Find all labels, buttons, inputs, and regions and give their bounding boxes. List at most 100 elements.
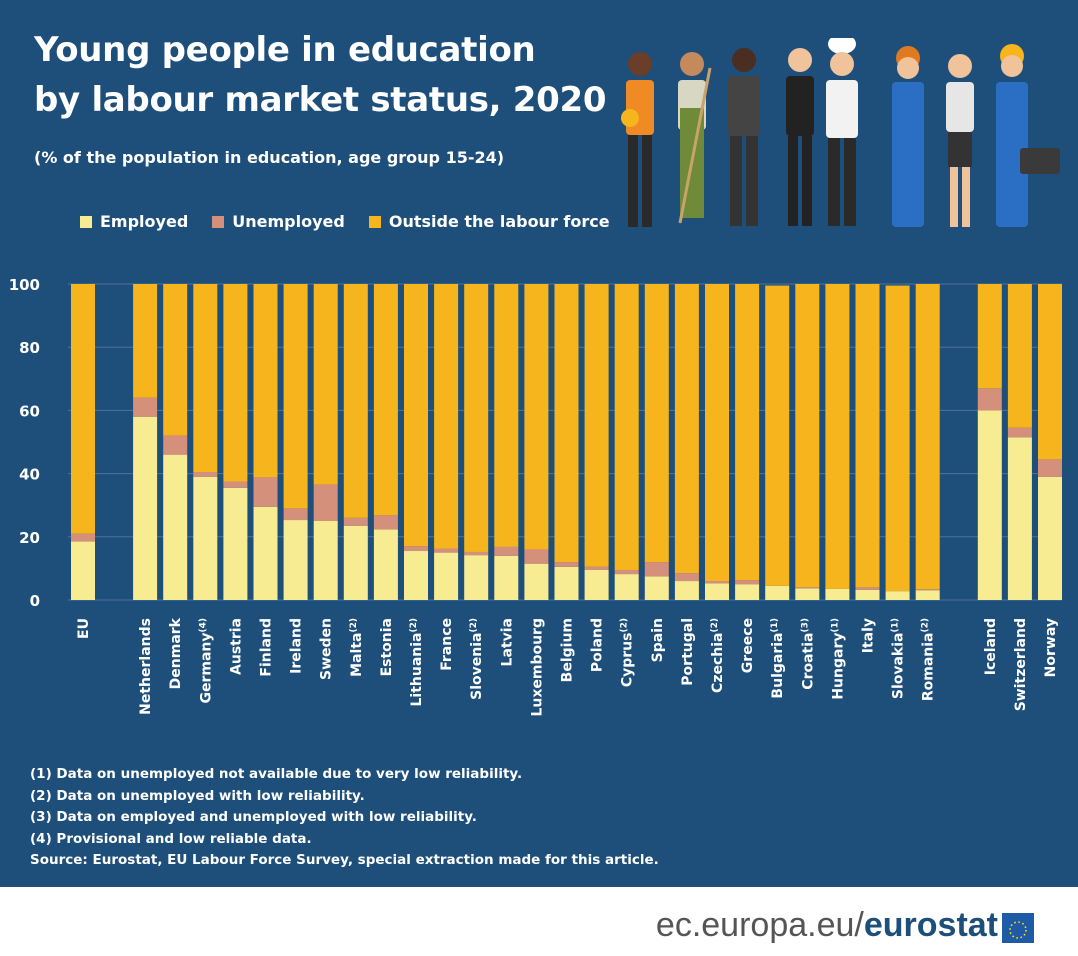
bar-segment-employed (674, 581, 699, 600)
bar-segment-employed (404, 551, 428, 600)
x-category-label: Hungary(1) (830, 618, 846, 700)
bar-segment-employed (584, 569, 609, 600)
bar-segment-unemployed (434, 548, 459, 553)
bar-segment-outside (885, 285, 910, 592)
category-footnote-marker: (1) (830, 618, 840, 633)
bar-segment-unemployed (494, 546, 519, 556)
bar-segment-unemployed (223, 481, 248, 488)
x-category-label: Sweden (319, 618, 335, 680)
bar-segment-outside (977, 284, 1002, 389)
category-footnote-marker: (4) (198, 618, 208, 633)
bar-segment-unemployed (614, 569, 639, 575)
bar-segment-employed (343, 525, 368, 600)
bar-segment-unemployed (193, 472, 218, 477)
x-category-label: Estonia (379, 618, 395, 676)
chart-subtitle: (% of the population in education, age g… (34, 148, 505, 167)
chart-title-line-1: Young people in education (34, 30, 536, 70)
x-category-label: Croatia(3) (800, 618, 816, 690)
eu-flag-icon (1002, 912, 1034, 943)
bar-segment-unemployed (674, 573, 699, 582)
stacked-bar-chart: 0 20 40 60 80 100 EU Netherlands Denmark Germany(… (9, 276, 1062, 717)
bar-segment-employed (855, 589, 880, 600)
bar-segment-unemployed (855, 587, 880, 590)
y-tick-label: 100 (9, 276, 40, 294)
bar-segment-employed (1007, 437, 1032, 600)
bar-segment-outside (705, 284, 729, 582)
x-category-label: Latvia (499, 618, 515, 666)
bar-segment-employed (554, 566, 579, 600)
bar-segment-unemployed (795, 587, 820, 589)
bar-segment-outside (1007, 284, 1032, 428)
x-category-label: Romania(2) (921, 618, 937, 701)
worker-engineer-icon (996, 44, 1060, 227)
chart-title-line-2: by labour market status, 2020 (34, 80, 607, 120)
bar-segment-outside (765, 285, 790, 586)
x-category-label: Austria (228, 618, 244, 675)
bar-segment-employed (915, 590, 940, 600)
x-category-label: Norway (1043, 618, 1059, 677)
bar-segment-employed (223, 487, 248, 600)
x-category-label: Slovakia(1) (891, 618, 907, 699)
bar-segment-employed (705, 583, 729, 600)
bar-segment-employed (644, 576, 669, 600)
y-tick-label: 60 (19, 402, 40, 420)
bar-segment-outside (343, 284, 368, 518)
eurostat-branding: ec.europa.eu/eurostat (656, 906, 1034, 945)
legend-label-unemployed: Unemployed (232, 212, 345, 231)
legend-label-employed: Employed (100, 212, 189, 231)
bar-segment-employed (193, 476, 218, 600)
bar-segment-outside (735, 284, 760, 581)
footnotes: (1) Data on unemployed not available due… (30, 764, 659, 872)
bar-segment-employed (313, 521, 338, 600)
worker-chef-icon (826, 38, 858, 226)
x-category-label: Italy (861, 618, 877, 653)
bar-segment-unemployed (915, 589, 940, 591)
bar-segment-outside (915, 284, 940, 590)
bar-segment-employed (71, 541, 95, 600)
x-category-label: Poland (590, 618, 606, 672)
bar-segment-unemployed (133, 397, 158, 417)
x-category-label: Czechia(2) (710, 618, 726, 693)
x-category-label: Ireland (289, 618, 305, 674)
legend-swatch-employed (80, 215, 92, 228)
bar-segment-employed (373, 529, 398, 600)
bar-segment-employed (614, 574, 639, 600)
brand-domain: ec.europa.eu/ (655, 906, 864, 944)
x-category-label: Belgium (560, 618, 576, 682)
x-category-label: Germany(4) (198, 618, 214, 704)
bar-segment-employed (795, 588, 820, 600)
y-tick-label: 20 (19, 529, 40, 547)
bar-segment-outside (674, 284, 699, 574)
worker-business-woman-icon (786, 48, 814, 226)
bar-segment-unemployed (343, 517, 368, 526)
x-category-label: Lithuania(2) (409, 618, 425, 707)
bar-segment-unemployed (253, 477, 278, 507)
bar-segment-unemployed (464, 551, 489, 556)
bar-segment-outside (825, 284, 850, 589)
bar-segment-employed (163, 454, 188, 600)
worker-teacher-icon (946, 54, 974, 227)
bar-segment-unemployed (735, 580, 760, 585)
legend-label-outside: Outside the labour force (388, 212, 610, 231)
x-category-label: Switzerland (1013, 618, 1029, 711)
legend-item-unemployed: Unemployed (212, 212, 345, 231)
x-category-label: Luxembourg (529, 618, 545, 717)
y-tick-label: 80 (19, 339, 40, 357)
legend-item-outside: Outside the labour force (368, 212, 610, 231)
bar-segment-unemployed (71, 533, 95, 542)
worker-suit-icon (728, 48, 760, 226)
bar-segment-employed (1038, 476, 1062, 600)
bar-segment-unemployed (1038, 459, 1062, 477)
bar-segment-employed (283, 520, 308, 600)
footnote: (4) Provisional and low reliable data. (30, 830, 312, 847)
x-category-label: Finland (259, 618, 275, 677)
bar-segment-employed (524, 563, 549, 600)
bar-segment-employed (133, 416, 158, 600)
bar-segment-unemployed (554, 562, 579, 567)
category-footnote-marker: (2) (710, 618, 720, 633)
x-category-label: Greece (740, 618, 756, 673)
category-footnote-marker: (1) (770, 618, 780, 633)
category-footnote-marker: (2) (409, 618, 419, 633)
x-category-label: Malta(2) (349, 618, 365, 677)
workers-illustration (621, 38, 1060, 227)
